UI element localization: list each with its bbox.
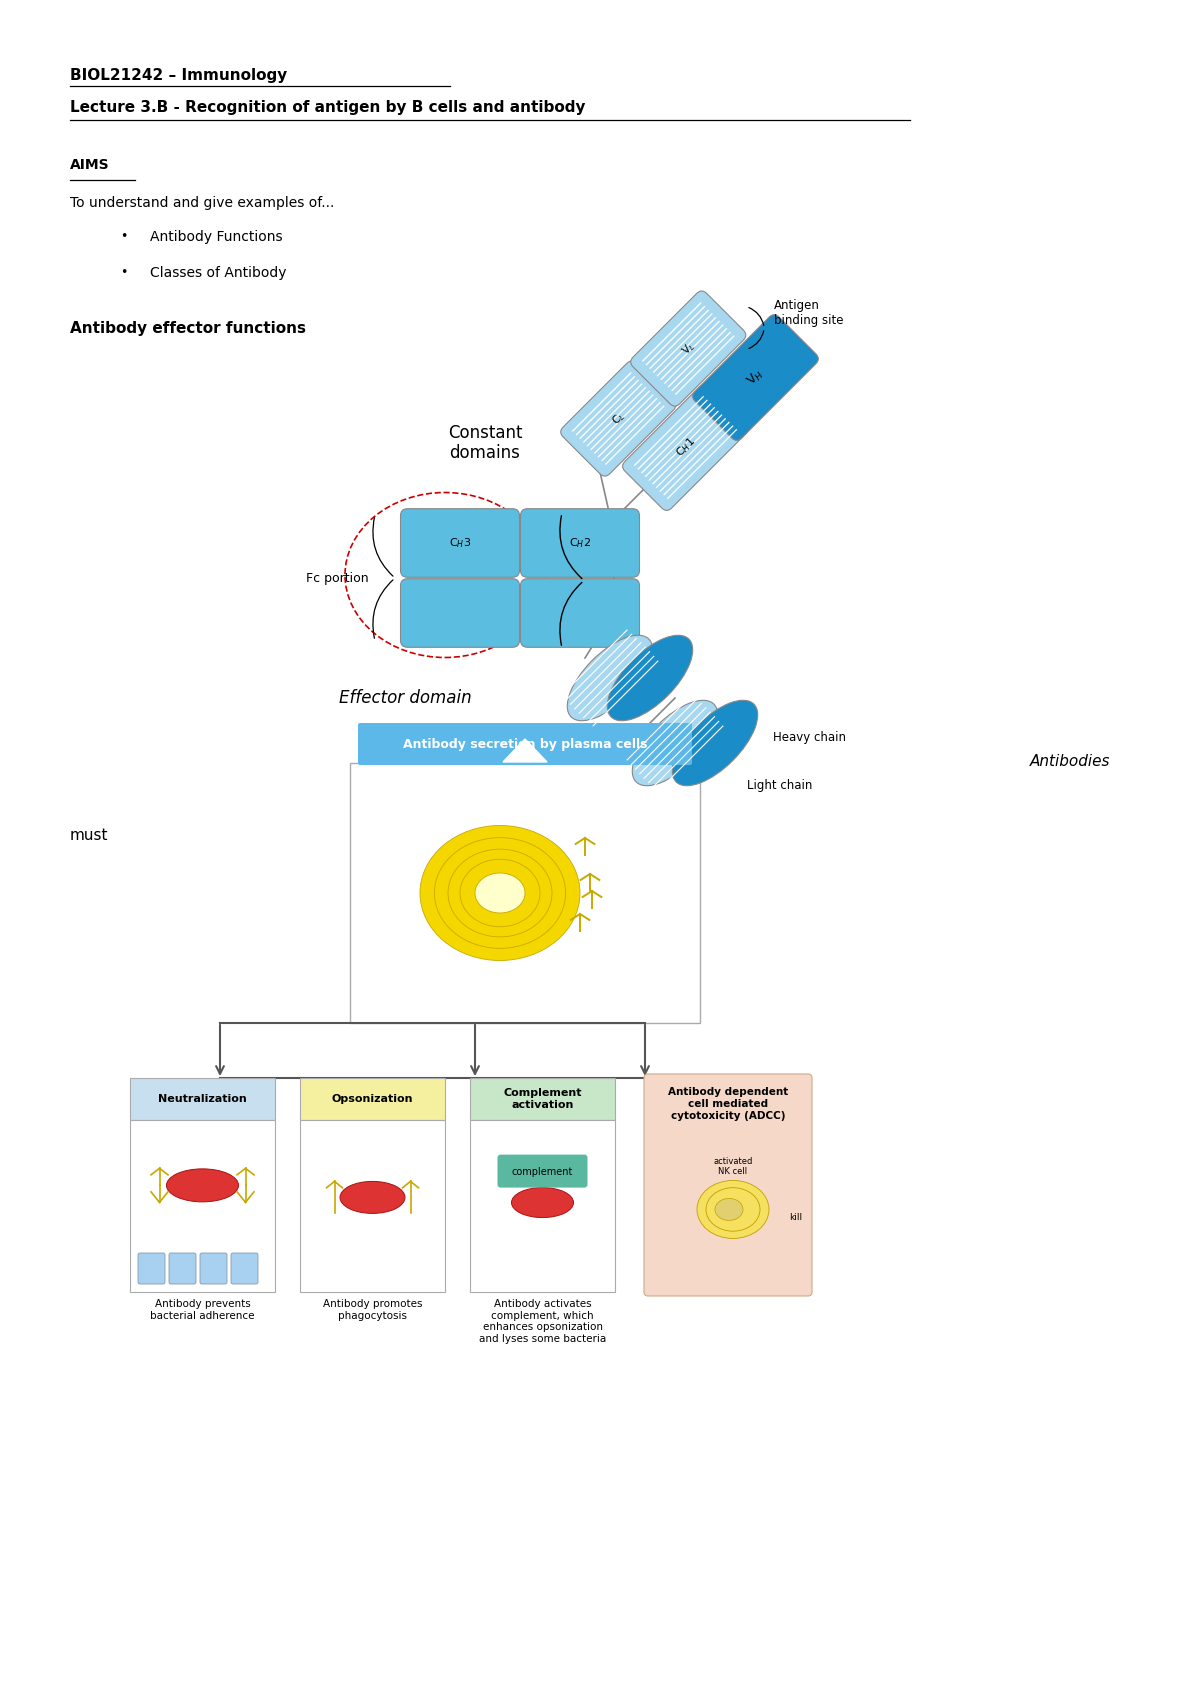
FancyBboxPatch shape xyxy=(300,1078,445,1121)
Text: Antibody effector functions: Antibody effector functions xyxy=(70,321,306,336)
Text: Fc portion: Fc portion xyxy=(306,572,370,584)
Text: Heavy chain: Heavy chain xyxy=(773,732,846,744)
Text: Antibody prevents
bacterial adherence: Antibody prevents bacterial adherence xyxy=(150,1299,254,1321)
FancyBboxPatch shape xyxy=(498,1155,588,1187)
Text: Lecture 3.B - Recognition of antigen by B cells and antibody: Lecture 3.B - Recognition of antigen by … xyxy=(70,100,586,115)
Text: Antigen
binding site: Antigen binding site xyxy=(774,299,844,328)
Ellipse shape xyxy=(568,635,653,720)
Ellipse shape xyxy=(632,700,718,786)
FancyBboxPatch shape xyxy=(130,1078,275,1121)
FancyBboxPatch shape xyxy=(230,1253,258,1284)
FancyBboxPatch shape xyxy=(169,1253,196,1284)
FancyBboxPatch shape xyxy=(521,509,640,577)
Ellipse shape xyxy=(434,837,565,949)
FancyBboxPatch shape xyxy=(631,290,746,406)
Text: Antibody dependent
cell mediated
cytotoxicity (ADCC): Antibody dependent cell mediated cytotox… xyxy=(668,1087,788,1121)
Text: •: • xyxy=(120,229,127,243)
Ellipse shape xyxy=(607,635,692,720)
Ellipse shape xyxy=(511,1187,574,1217)
Text: activated
NK cell: activated NK cell xyxy=(713,1156,752,1177)
Ellipse shape xyxy=(706,1187,760,1231)
FancyBboxPatch shape xyxy=(358,723,692,766)
Ellipse shape xyxy=(697,1180,769,1238)
FancyBboxPatch shape xyxy=(401,509,520,577)
FancyBboxPatch shape xyxy=(470,1078,616,1121)
Ellipse shape xyxy=(672,700,757,786)
FancyBboxPatch shape xyxy=(200,1253,227,1284)
Text: Complement
activation: Complement activation xyxy=(503,1088,582,1110)
Text: Constant
domains: Constant domains xyxy=(448,423,522,462)
FancyBboxPatch shape xyxy=(401,579,520,647)
Text: C$_L$: C$_L$ xyxy=(608,409,628,428)
Text: complement: complement xyxy=(512,1167,574,1177)
FancyBboxPatch shape xyxy=(138,1253,166,1284)
Ellipse shape xyxy=(420,825,580,961)
Text: Classes of Antibody: Classes of Antibody xyxy=(150,267,287,280)
Ellipse shape xyxy=(167,1168,239,1202)
FancyBboxPatch shape xyxy=(521,579,640,647)
Text: Opsonization: Opsonization xyxy=(331,1094,413,1104)
Text: Antibody secretion by plasma cells: Antibody secretion by plasma cells xyxy=(403,737,647,751)
FancyBboxPatch shape xyxy=(644,1075,812,1296)
Text: Antibodies: Antibodies xyxy=(1030,754,1110,769)
Ellipse shape xyxy=(340,1182,406,1214)
FancyBboxPatch shape xyxy=(350,762,700,1022)
FancyBboxPatch shape xyxy=(560,362,676,475)
Text: must: must xyxy=(70,829,108,842)
Ellipse shape xyxy=(460,859,540,927)
Text: Antibody Functions: Antibody Functions xyxy=(150,229,283,245)
Ellipse shape xyxy=(475,873,526,914)
FancyBboxPatch shape xyxy=(130,1121,275,1292)
Text: BIOL21242 – Immunology: BIOL21242 – Immunology xyxy=(70,68,287,83)
FancyBboxPatch shape xyxy=(692,314,818,440)
Text: V$_H$: V$_H$ xyxy=(744,367,767,389)
Polygon shape xyxy=(503,739,547,762)
Text: C$_H$2: C$_H$2 xyxy=(569,537,590,550)
FancyBboxPatch shape xyxy=(623,385,749,511)
Text: Light chain: Light chain xyxy=(748,778,812,791)
Text: Antibody activates
complement, which
enhances opsonization
and lyses some bacter: Antibody activates complement, which enh… xyxy=(479,1299,606,1343)
Text: V$_L$: V$_L$ xyxy=(679,340,697,358)
Text: Effector domain: Effector domain xyxy=(338,689,472,706)
Text: To understand and give examples of...: To understand and give examples of... xyxy=(70,195,335,211)
FancyBboxPatch shape xyxy=(300,1121,445,1292)
Text: AIMS: AIMS xyxy=(70,158,109,171)
Text: C$_H$1: C$_H$1 xyxy=(673,435,698,460)
FancyBboxPatch shape xyxy=(470,1121,616,1292)
Text: •: • xyxy=(120,267,127,278)
Text: kill: kill xyxy=(788,1212,802,1223)
Text: Antibody promotes
phagocytosis: Antibody promotes phagocytosis xyxy=(323,1299,422,1321)
Ellipse shape xyxy=(448,849,552,937)
Text: Neutralization: Neutralization xyxy=(158,1094,247,1104)
Text: C$_H$3: C$_H$3 xyxy=(449,537,472,550)
Ellipse shape xyxy=(715,1199,743,1221)
